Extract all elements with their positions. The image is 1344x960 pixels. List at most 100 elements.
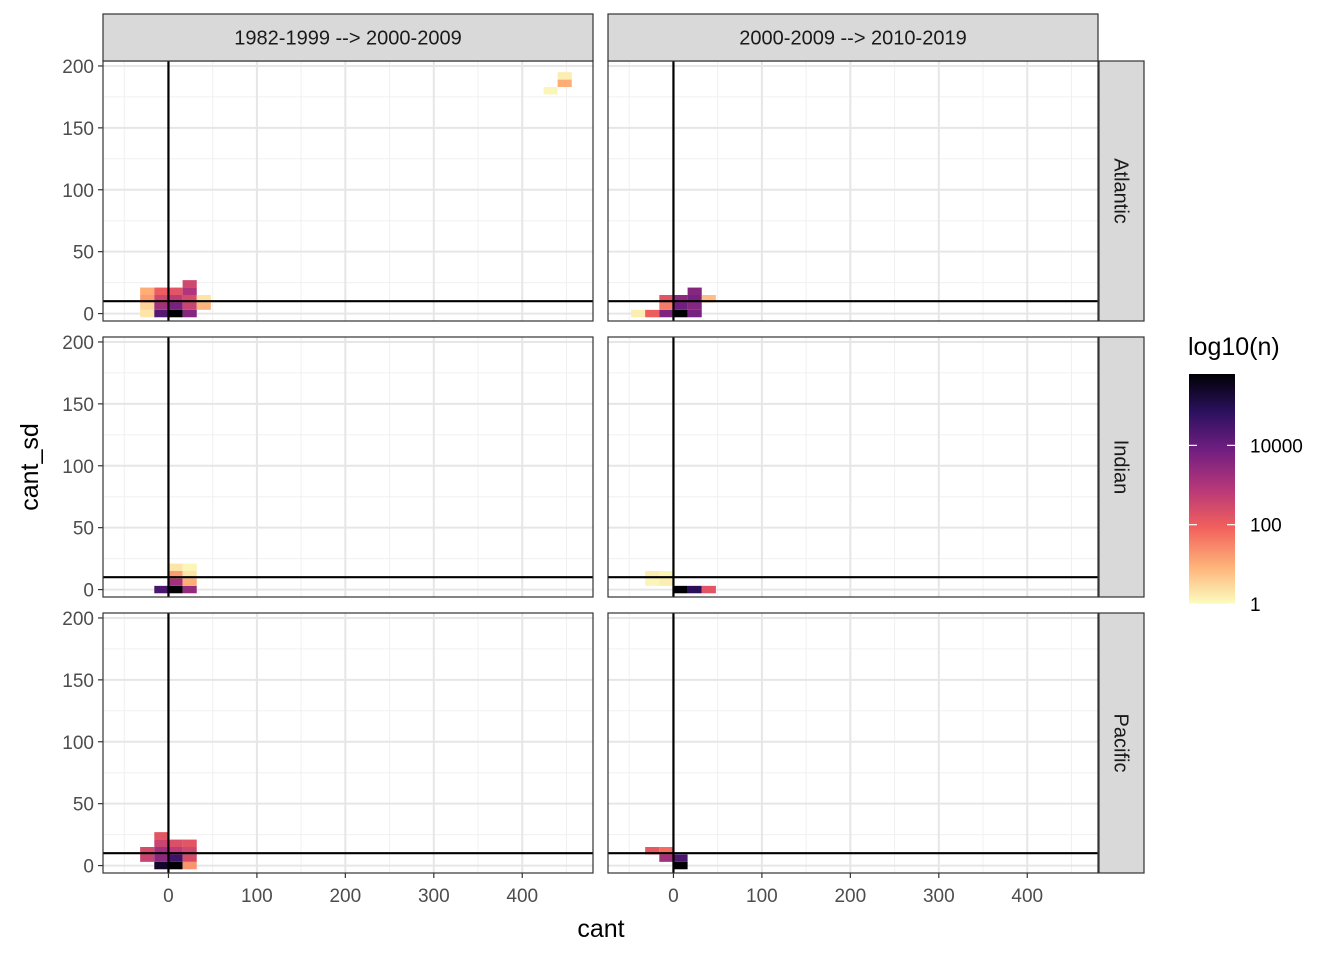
heatmap-cell	[182, 563, 197, 571]
heatmap-cell	[140, 309, 155, 318]
heatmap-cell	[182, 295, 197, 303]
labels-layer: 1982-1999 --> 2000-2009 2000-2009 --> 201…	[62, 13, 1145, 907]
row-strip-label: Indian	[1110, 440, 1132, 495]
heatmap-cell	[673, 295, 688, 303]
heatmap-cell	[182, 854, 197, 862]
legend-title: log10(n)	[1188, 333, 1280, 361]
heatmap-cell	[168, 571, 183, 579]
heatmap-cell	[659, 302, 674, 310]
row-strip-indian: Indian	[1098, 336, 1145, 598]
heatmap-cell	[140, 854, 155, 862]
x-tick-label: 0	[163, 886, 174, 907]
heatmap-cell	[673, 302, 688, 310]
heatmap-cell	[659, 571, 674, 579]
heatmap-cell	[154, 854, 169, 862]
heatmap-cell	[196, 295, 211, 303]
panel-border	[607, 612, 1099, 874]
panel-atlantic-1	[102, 60, 594, 322]
y-tick-label: 0	[83, 305, 94, 326]
heatmap-cell	[168, 585, 183, 594]
heatmap-cell	[557, 72, 572, 80]
y-tick-label: 0	[83, 581, 94, 602]
heatmap-cell	[154, 861, 169, 870]
y-tick-label: 50	[73, 243, 94, 264]
y-tick-label: 200	[62, 57, 94, 78]
heatmap-cell	[140, 287, 155, 295]
heatmap-cell	[687, 295, 702, 303]
heatmap-cell	[543, 87, 558, 95]
y-tick-label: 50	[73, 519, 94, 540]
x-tick-label: 400	[1011, 886, 1043, 907]
y-tick-label: 150	[62, 671, 94, 692]
heatmap-cell	[182, 309, 197, 318]
x-tick-label: 400	[506, 886, 538, 907]
heatmap-cell	[182, 280, 197, 288]
heatmap-cell	[659, 847, 674, 855]
heatmap-cell	[673, 854, 688, 862]
panel-background	[103, 613, 593, 873]
row-strip-pacific: Pacific	[1098, 612, 1145, 874]
column-strip-1: 1982-1999 --> 2000-2009	[102, 13, 594, 62]
heatmap-cell	[168, 563, 183, 571]
legend-colorbar	[1189, 374, 1235, 604]
strip-background	[102, 13, 594, 62]
heatmap-cell	[645, 578, 660, 586]
heatmap-cell	[673, 309, 688, 318]
heatmap-cell	[701, 295, 716, 303]
panel-border	[102, 336, 594, 598]
heatmap-cell	[182, 585, 197, 594]
heatmap-cell	[182, 571, 197, 579]
legend-tick-label: 100	[1250, 516, 1282, 537]
heatmap-cell	[154, 585, 169, 594]
y-tick-label: 150	[62, 395, 94, 416]
heatmap-cell	[687, 585, 702, 594]
heatmap-cell	[154, 302, 169, 310]
column-strip-2: 2000-2009 --> 2010-2019	[607, 13, 1099, 62]
heatmap-cell	[154, 839, 169, 847]
heatmap-cell	[140, 295, 155, 303]
panel-background	[608, 337, 1098, 597]
heatmap-cell	[557, 79, 572, 87]
y-tick-label: 100	[62, 181, 94, 202]
heatmap-cell	[630, 309, 646, 318]
panel-background	[103, 337, 593, 597]
y-tick-label: 50	[73, 795, 94, 816]
panel-background	[103, 61, 593, 321]
strip-background	[1098, 336, 1145, 598]
heatmap-cell	[182, 578, 197, 586]
heatmap-cell	[645, 847, 660, 855]
heatmap-cell	[673, 861, 688, 870]
heatmap-cell	[182, 861, 197, 870]
panel-atlantic-2	[607, 60, 1099, 322]
heatmap-cell	[168, 287, 183, 295]
panel-indian-2	[607, 336, 1099, 598]
y-tick-label: 150	[62, 119, 94, 140]
strip-background	[1098, 612, 1145, 874]
heatmap-cell	[182, 847, 197, 855]
heatmap-cell	[168, 295, 183, 303]
row-strip-label: Pacific	[1110, 714, 1132, 773]
heatmap-cell	[154, 309, 169, 318]
x-tick-label: 300	[923, 886, 955, 907]
panel-background	[608, 61, 1098, 321]
y-tick-label: 0	[83, 857, 94, 878]
panel-pacific-1	[102, 612, 594, 874]
heatmap-cell	[168, 847, 183, 855]
color-legend: log10(n) 1 100 10000	[1188, 333, 1303, 616]
column-strip-label: 2000-2009 --> 2010-2019	[739, 28, 966, 50]
x-tick-label: 300	[418, 886, 450, 907]
heatmap-cell	[168, 854, 183, 862]
heatmap-cell	[196, 302, 211, 310]
heatmap-cell	[182, 287, 197, 295]
x-tick-label: 100	[746, 886, 778, 907]
y-tick-label: 100	[62, 733, 94, 754]
panel-pacific-2	[607, 612, 1099, 874]
heatmap-cell	[168, 578, 183, 586]
heatmap-cell	[154, 295, 169, 303]
heatmap-cell	[154, 832, 169, 840]
y-tick-label: 200	[62, 609, 94, 630]
x-tick-label: 200	[329, 886, 361, 907]
heatmap-cell	[645, 571, 660, 579]
x-tick-label: 200	[834, 886, 866, 907]
